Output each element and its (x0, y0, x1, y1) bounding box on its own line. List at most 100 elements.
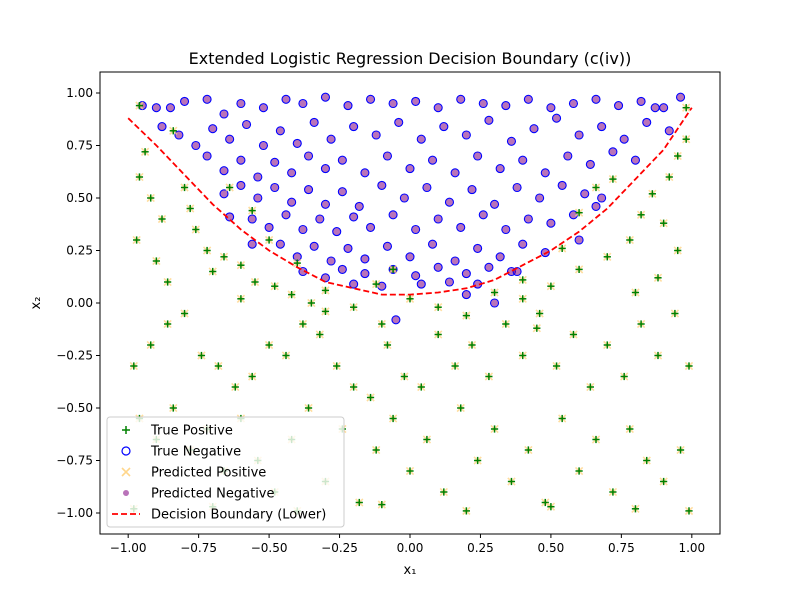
true-negative-point (597, 122, 607, 132)
true-negative-point (512, 182, 522, 193)
predicted-negative-point (254, 194, 262, 202)
true-positive-point (558, 414, 566, 423)
true-positive-point (665, 173, 673, 181)
true-negative-point (354, 201, 364, 211)
true-positive-point (378, 501, 386, 509)
true-positive-point (575, 265, 583, 273)
true-positive-point (248, 372, 256, 381)
x-tick-label: −1.00 (110, 541, 147, 555)
predicted-negative-point (502, 102, 510, 110)
true-positive-point (654, 274, 662, 282)
x-marker-icon (121, 467, 131, 477)
true-negative-point (394, 117, 404, 127)
predicted-negative-point (451, 169, 459, 177)
predicted-negative-point (524, 95, 532, 103)
true-negative-point (489, 199, 500, 209)
predicted-negative-point (282, 95, 290, 103)
true-negative-point (275, 126, 285, 136)
true-positive-point (389, 414, 397, 423)
true-negative-point (343, 243, 353, 253)
true-negative-point (236, 180, 246, 190)
true-positive-point (321, 307, 330, 315)
true-negative-point (326, 256, 336, 266)
predicted-negative-point (462, 131, 470, 139)
true-positive-point (293, 259, 301, 267)
true-negative-point (275, 239, 285, 249)
predicted-negative-point (395, 118, 403, 126)
true-negative-point (174, 130, 184, 140)
true-positive-point (485, 372, 493, 381)
true-positive-point (654, 351, 662, 360)
true-positive-point (536, 309, 544, 318)
predicted-negative-point (248, 215, 256, 223)
predicted-negative-point (350, 213, 358, 221)
legend-item: True Positive (122, 424, 233, 439)
true-negative-point (391, 315, 401, 325)
true-negative-point (461, 269, 471, 279)
true-negative-point (433, 103, 443, 113)
true-positive-point (209, 267, 217, 276)
predicted-negative-point (496, 253, 504, 261)
y-tick-label: −0.25 (56, 349, 93, 363)
true-negative-point (157, 122, 167, 132)
predicted-negative-point (445, 198, 454, 206)
true-positive-point (288, 291, 296, 299)
true-negative-point (349, 122, 359, 132)
true-negative-point (585, 159, 595, 169)
predicted-negative-point (547, 104, 555, 112)
predicted-negative-point (457, 223, 465, 231)
legend-item: Predicted Negative (123, 487, 275, 502)
true-positive-point (220, 253, 228, 261)
predicted-negative-point (366, 95, 375, 103)
predicted-negative-point (237, 181, 245, 189)
predicted-negative-point (276, 240, 284, 248)
true-positive-point (203, 246, 211, 255)
predicted-negative-point (361, 169, 369, 177)
true-positive-point (355, 498, 363, 507)
true-negative-point (298, 98, 308, 109)
true-negative-point (650, 103, 660, 113)
legend-item: True Negative (121, 445, 241, 460)
true-negative-point (337, 264, 347, 274)
true-positive-point (152, 257, 160, 265)
true-positive-point (541, 498, 549, 507)
true-negative-point (264, 222, 274, 232)
true-positive-point (316, 330, 324, 339)
true-positive-point (451, 362, 459, 370)
true-negative-point (343, 101, 353, 111)
predicted-negative-point (423, 183, 431, 192)
true-negative-point (225, 134, 235, 144)
predicted-negative-point (383, 152, 392, 160)
true-negative-point (388, 98, 398, 109)
true-negative-point (574, 235, 584, 245)
true-negative-point (495, 164, 505, 174)
true-negative-point (427, 239, 438, 249)
true-negative-point (270, 182, 280, 193)
x-tick-label: −0.75 (180, 541, 217, 555)
true-negative-point (529, 124, 539, 134)
true-negative-point (349, 212, 359, 222)
true-negative-point (411, 271, 421, 281)
predicted-negative-point (575, 131, 583, 139)
true-negative-point (523, 94, 533, 104)
true-negative-point (675, 92, 686, 102)
true-negative-point (253, 193, 263, 203)
true-negative-point (456, 94, 466, 104)
true-negative-point (405, 164, 415, 174)
predicted-negative-point (513, 183, 521, 192)
predicted-negative-point (366, 223, 375, 231)
true-negative-point (202, 94, 212, 104)
true-negative-point (320, 199, 331, 209)
true-negative-point (303, 185, 314, 195)
predicted-negative-point (490, 299, 499, 307)
true-negative-point (320, 273, 331, 283)
true-negative-point (433, 262, 443, 272)
true-positive-point (423, 435, 431, 444)
hollow-circle-marker-icon (121, 446, 131, 456)
true-positive-point (164, 320, 172, 328)
true-negative-point (484, 262, 494, 272)
true-negative-point (292, 138, 302, 148)
predicted-negative-point (316, 215, 324, 223)
predicted-negative-point (237, 99, 245, 108)
